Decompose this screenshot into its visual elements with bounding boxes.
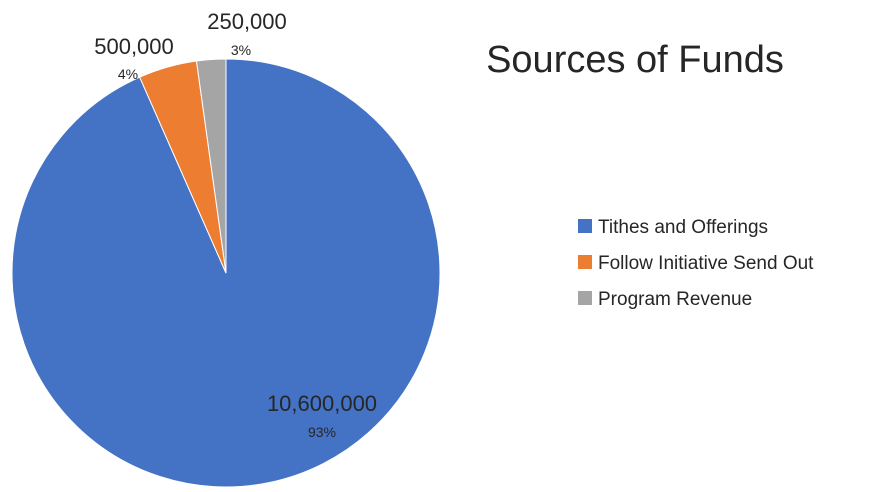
- pie-slice-3: [195, 58, 227, 274]
- pie-slices: [11, 58, 441, 488]
- data-label-percent-1: 93%: [308, 424, 336, 440]
- data-label-value-1: 10,600,000: [267, 391, 377, 416]
- chart-title: Sources of Funds: [486, 39, 784, 81]
- data-label-value-2: 500,000: [94, 34, 174, 59]
- legend-label-1: Tithes and Offerings: [598, 217, 768, 238]
- data-label-percent-2: 4%: [118, 66, 138, 82]
- legend-swatch-1: [578, 219, 592, 233]
- legend-label-3: Program Revenue: [598, 289, 752, 310]
- legend-label-2: Follow Initiative Send Out: [598, 253, 814, 274]
- legend-swatch-2: [578, 255, 592, 269]
- data-labels: 10,600,000 93% 500,000 4% 250,000 3%: [94, 9, 377, 440]
- legend-swatch-3: [578, 291, 592, 305]
- data-label-value-3: 250,000: [207, 9, 287, 34]
- legend: Tithes and Offerings Follow Initiative Se…: [578, 217, 814, 310]
- data-label-percent-3: 3%: [231, 42, 251, 58]
